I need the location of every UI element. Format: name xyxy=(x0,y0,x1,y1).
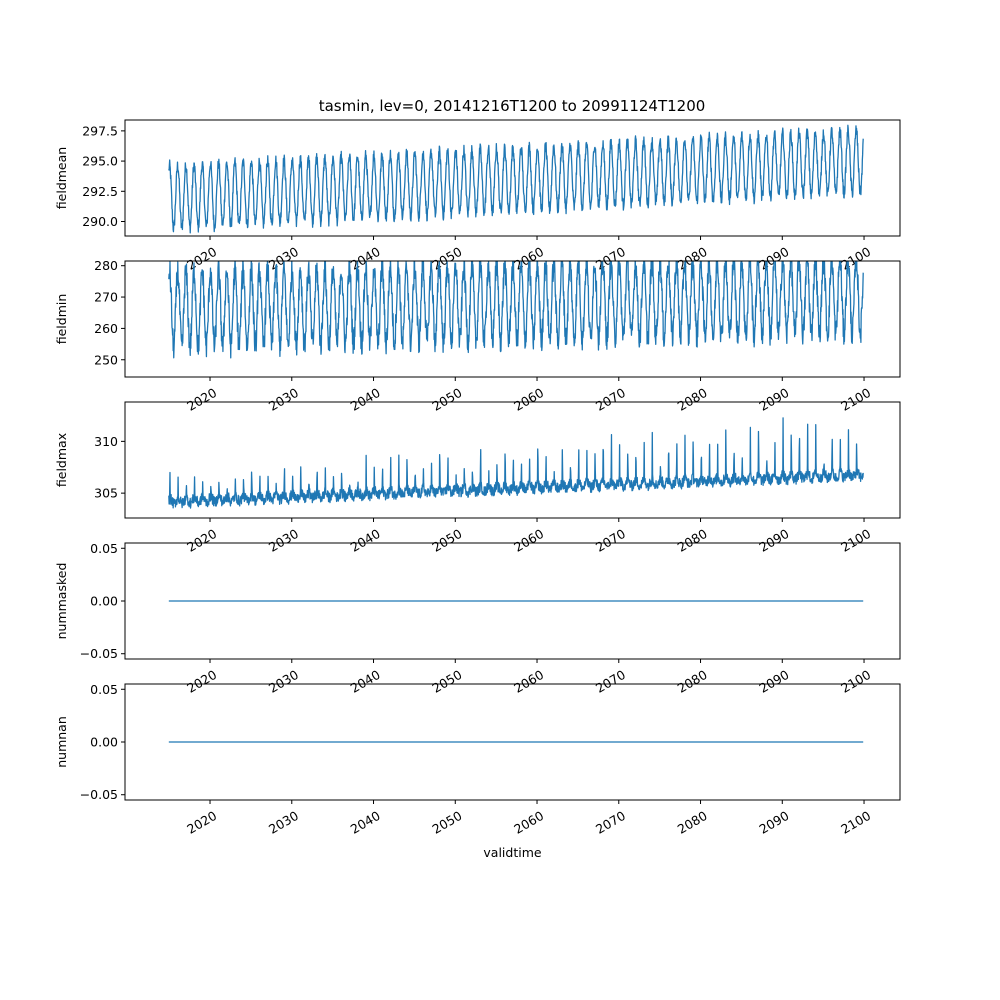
y-tick-label: 297.5 xyxy=(82,123,118,138)
y-tick-label: 0.05 xyxy=(90,682,118,697)
y-tick-label: 292.5 xyxy=(82,184,118,199)
y-tick-label: 270 xyxy=(94,290,118,305)
series-line-fieldmean xyxy=(168,124,864,234)
y-axis-label: fieldmin xyxy=(54,294,69,345)
axes-frame-fieldmin xyxy=(124,260,901,378)
y-tick-label: 280 xyxy=(94,258,118,273)
y-tick-label: 0.05 xyxy=(90,541,118,556)
y-tick-label: 295.0 xyxy=(82,154,118,169)
axes-frame-fieldmean xyxy=(124,119,901,237)
y-tick-label: −0.05 xyxy=(80,646,118,661)
y-axis-label: numnan xyxy=(54,716,69,768)
x-axis-label: validtime xyxy=(483,845,541,860)
y-tick-label: 310 xyxy=(94,434,118,449)
y-axis-label: nummasked xyxy=(54,563,69,640)
y-tick-label: −0.05 xyxy=(80,787,118,802)
y-axis-label: fieldmean xyxy=(54,147,69,209)
axes-frame-fieldmax xyxy=(124,401,901,519)
chart-title: tasmin, lev=0, 20141216T1200 to 20991124… xyxy=(319,97,706,115)
y-tick-label: 250 xyxy=(94,352,118,367)
series-line-fieldmax xyxy=(168,417,864,509)
y-axis-label: fieldmax xyxy=(54,433,69,487)
y-tick-label: 305 xyxy=(94,486,118,501)
y-tick-label: 0.00 xyxy=(90,735,118,750)
y-tick-label: 290.0 xyxy=(82,214,118,229)
series-line-fieldmin xyxy=(168,261,864,359)
y-tick-label: 0.00 xyxy=(90,594,118,609)
y-tick-label: 260 xyxy=(94,321,118,336)
